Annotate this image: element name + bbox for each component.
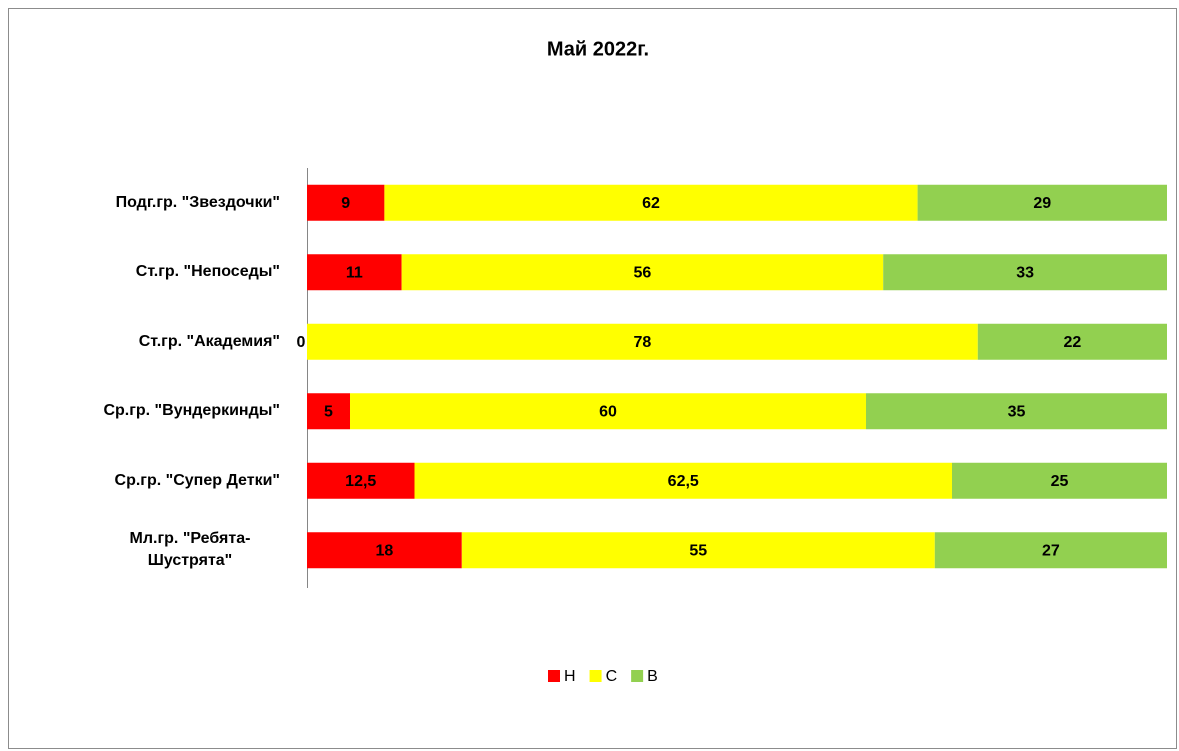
legend-label: В xyxy=(647,668,658,685)
bar-segment xyxy=(307,462,415,499)
bar-segment xyxy=(883,254,1167,291)
data-label: 62 xyxy=(642,195,660,212)
bar-segment xyxy=(307,532,462,569)
y-tick-label: Подг.гр. "Звездочки" xyxy=(115,193,280,211)
bar-segment xyxy=(414,462,952,499)
data-label: 11 xyxy=(346,264,363,281)
data-label: 0 xyxy=(297,334,306,351)
data-label: 78 xyxy=(634,334,652,351)
bar-segment xyxy=(952,462,1167,499)
category-label-box: Мл.гр. "Ребята-Шустрята" xyxy=(100,528,280,572)
chart-frame xyxy=(8,8,1177,749)
data-label: 27 xyxy=(1042,542,1060,559)
bar-segment xyxy=(350,393,866,430)
y-tick-label: Ср.гр. "Вундеркинды" xyxy=(103,402,280,420)
bar-segment xyxy=(461,532,935,569)
data-label: 55 xyxy=(689,542,707,559)
data-label: 22 xyxy=(1064,334,1082,351)
legend-swatch xyxy=(548,670,560,682)
y-tick-label: Мл.гр. "Ребята-Шустрята" xyxy=(129,530,251,570)
y-tick-label: Ст.гр. "Непоседы" xyxy=(135,263,280,281)
data-label: 60 xyxy=(599,403,617,420)
bar-segment xyxy=(307,323,978,360)
category-label-box: Подг.гр. "Звездочки" xyxy=(116,192,280,214)
data-label: 18 xyxy=(376,542,394,559)
legend-label: С xyxy=(606,668,618,685)
bar-segment xyxy=(917,184,1167,221)
data-label: 56 xyxy=(634,264,652,281)
legend-label: Н xyxy=(564,668,576,685)
y-tick-label: Ср.гр. "Супер Детки" xyxy=(114,471,280,489)
bar-segment xyxy=(934,532,1167,569)
data-label: 5 xyxy=(324,403,333,420)
bar-segment xyxy=(307,184,385,221)
bar-segment xyxy=(307,254,402,291)
y-tick-label: Ст.гр. "Академия" xyxy=(138,332,280,350)
data-label: 33 xyxy=(1016,264,1034,281)
bar-segment xyxy=(307,393,350,430)
bar-segment xyxy=(977,323,1167,360)
data-label: 29 xyxy=(1033,195,1051,212)
data-label: 62,5 xyxy=(668,473,699,490)
category-label-box: Ср.гр. "Вундеркинды" xyxy=(103,400,280,422)
data-label: 9 xyxy=(341,195,350,212)
bar-segment xyxy=(384,184,918,221)
legend-swatch xyxy=(589,670,602,682)
data-label: 12,5 xyxy=(345,473,376,490)
bar-segment xyxy=(866,393,1167,430)
bar-segment xyxy=(401,254,884,291)
category-label-box: Ср.гр. "Супер Детки" xyxy=(115,470,280,492)
data-label: 35 xyxy=(1008,403,1026,420)
category-label-box: Ст.гр. "Академия" xyxy=(139,331,280,353)
data-label: 25 xyxy=(1051,473,1069,490)
legend-swatch xyxy=(631,670,644,682)
chart-title: Май 2022г. xyxy=(547,38,649,60)
category-label-box: Ст.гр. "Непоседы" xyxy=(136,261,280,283)
